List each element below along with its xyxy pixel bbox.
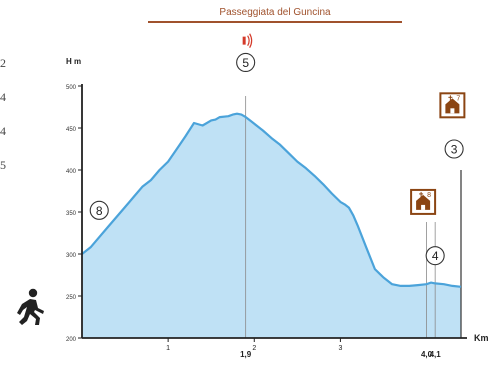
church-marker: 7 bbox=[439, 92, 466, 119]
walking-person-icon bbox=[17, 288, 44, 325]
waypoint-label: 4 bbox=[432, 249, 439, 263]
church-icon bbox=[416, 194, 431, 210]
y-tick-label: 300 bbox=[66, 253, 77, 259]
waypoint-circle bbox=[236, 52, 256, 73]
x-tick-label: 4,0 bbox=[421, 350, 433, 359]
y-tick-label: 450 bbox=[66, 127, 77, 133]
waypoint-label: 3 bbox=[451, 143, 458, 157]
waypoint-circle bbox=[89, 200, 109, 220]
y-tick-label: 500 bbox=[66, 85, 77, 91]
waypoint-marker: 3 bbox=[444, 139, 464, 159]
y-tick-label: 350 bbox=[66, 211, 77, 217]
waypoint-label: 8 bbox=[96, 204, 103, 218]
church-marker: 8 bbox=[410, 188, 437, 215]
side-number-3: 4 bbox=[0, 124, 6, 138]
waypoint-marker: 5 bbox=[236, 52, 256, 73]
elevation-line bbox=[81, 112, 462, 288]
waypoint-marker: 8 bbox=[89, 200, 109, 220]
side-number-1: 2 bbox=[0, 56, 6, 70]
church-icon bbox=[445, 98, 460, 114]
waypoint-circle bbox=[425, 246, 445, 266]
elevation-area bbox=[82, 113, 461, 338]
x-tick-label: 1,9 bbox=[240, 350, 252, 359]
chart-title: Passeggiata del Guncina bbox=[219, 7, 331, 18]
x-tick-label: 3 bbox=[338, 345, 342, 352]
y-tick-label: 400 bbox=[66, 169, 77, 175]
church-door bbox=[421, 204, 426, 210]
x-tick-label: 1 bbox=[166, 345, 170, 352]
waypoint-circle bbox=[444, 139, 464, 159]
church-label: 8 bbox=[427, 192, 431, 199]
x-axis-label: Km bbox=[474, 333, 489, 343]
church-door bbox=[450, 108, 455, 114]
waypoint-marker: 4 bbox=[425, 246, 445, 266]
y-tick-label: 250 bbox=[66, 295, 77, 301]
church-label: 7 bbox=[456, 95, 460, 102]
audio-wave bbox=[249, 33, 253, 48]
side-number-4: 5 bbox=[0, 158, 6, 172]
y-tick-label: 200 bbox=[66, 337, 77, 343]
audio-icon bbox=[242, 33, 253, 48]
audio-wave bbox=[247, 35, 250, 46]
y-axis-label: H m bbox=[66, 57, 81, 66]
waypoint-label: 5 bbox=[242, 56, 249, 70]
x-tick-label: 4,1 bbox=[430, 350, 442, 359]
audio-speaker bbox=[242, 36, 246, 45]
x-tick-label: 2 bbox=[252, 345, 256, 352]
side-number-2: 4 bbox=[0, 90, 6, 104]
